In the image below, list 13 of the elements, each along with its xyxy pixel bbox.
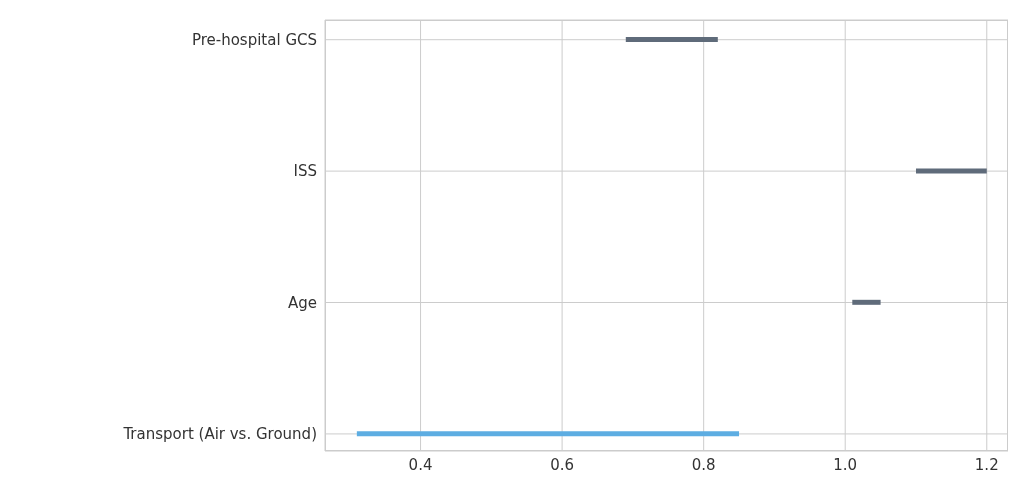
- y-tick-label: Age: [287, 293, 317, 312]
- x-tick-label: 0.6: [550, 455, 575, 474]
- bar: [625, 37, 718, 43]
- y-tick-label: Pre-hospital GCS: [191, 31, 317, 50]
- y-tick-label: Transport (Air vs. Ground): [122, 425, 317, 444]
- y-tick-label: ISS: [293, 162, 317, 181]
- x-tick-label: 0.4: [408, 455, 433, 474]
- x-tick-label: 1.0: [833, 455, 858, 474]
- bar: [356, 431, 740, 437]
- bar: [852, 299, 881, 305]
- bar: [915, 168, 987, 174]
- x-tick-label: 0.8: [691, 455, 716, 474]
- x-tick-label: 1.2: [974, 455, 999, 474]
